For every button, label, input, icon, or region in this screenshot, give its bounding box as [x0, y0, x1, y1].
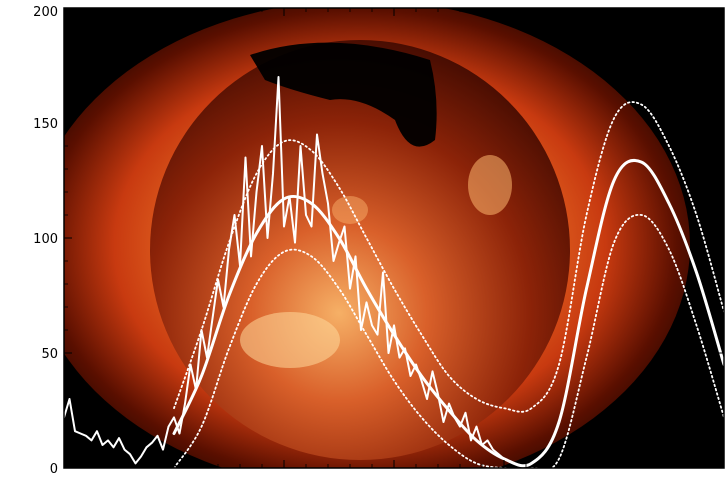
series-layer	[64, 76, 724, 468]
series-lower-bound-line	[173, 213, 724, 468]
y-tick-label: 150	[33, 117, 58, 132]
y-tick-label: 100	[33, 232, 58, 247]
y-tick-label: 200	[33, 5, 58, 20]
y-tick-label: 50	[41, 347, 58, 362]
series-monthly-line	[64, 76, 505, 465]
x-axis	[63, 8, 725, 468]
y-axis: 0 50 100 150 200	[33, 5, 724, 477]
y-tick-label: 0	[50, 462, 58, 477]
series-upper-bound-line	[173, 101, 724, 413]
plot-background	[64, 8, 724, 468]
series-smoothed-line	[172, 158, 724, 468]
